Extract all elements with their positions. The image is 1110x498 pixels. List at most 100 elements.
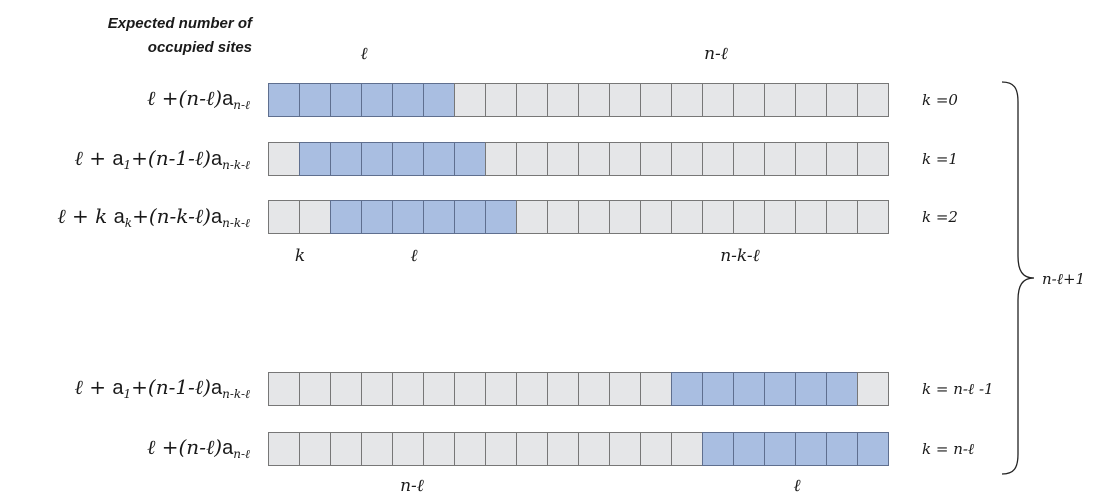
occupied-site xyxy=(299,142,331,176)
occupied-site xyxy=(423,200,455,234)
bottom-l-label: ℓ xyxy=(793,476,801,496)
empty-site xyxy=(733,200,765,234)
empty-site xyxy=(516,432,548,466)
empty-site xyxy=(454,83,486,117)
occupied-site xyxy=(764,432,796,466)
k-label-k0: k =0 xyxy=(922,91,958,109)
site-strip-k2 xyxy=(268,200,908,234)
empty-site xyxy=(330,372,362,406)
empty-site xyxy=(609,372,641,406)
occupied-site xyxy=(330,142,362,176)
empty-site xyxy=(826,142,858,176)
k-label-k2: k =2 xyxy=(922,208,958,226)
empty-site xyxy=(547,83,579,117)
empty-site xyxy=(671,432,703,466)
empty-site xyxy=(578,200,610,234)
empty-site xyxy=(609,200,641,234)
empty-site xyxy=(423,372,455,406)
empty-site xyxy=(857,142,889,176)
empty-site xyxy=(268,372,300,406)
empty-site xyxy=(516,142,548,176)
empty-site xyxy=(454,432,486,466)
empty-site xyxy=(795,200,827,234)
occupied-site xyxy=(299,83,331,117)
empty-site xyxy=(702,200,734,234)
occupied-site xyxy=(423,83,455,117)
occupied-site xyxy=(733,432,765,466)
top-l-label: ℓ xyxy=(360,44,368,64)
occupied-site xyxy=(795,372,827,406)
empty-site xyxy=(733,142,765,176)
occupied-site xyxy=(826,432,858,466)
empty-site xyxy=(547,372,579,406)
occupied-site xyxy=(423,142,455,176)
empty-site xyxy=(609,83,641,117)
empty-site xyxy=(578,83,610,117)
empty-site xyxy=(857,372,889,406)
occupied-site xyxy=(268,83,300,117)
occupied-site xyxy=(485,200,517,234)
empty-site xyxy=(299,200,331,234)
occupied-site xyxy=(330,200,362,234)
empty-site xyxy=(392,432,424,466)
empty-site xyxy=(268,200,300,234)
empty-site xyxy=(702,83,734,117)
occupied-site xyxy=(702,372,734,406)
empty-site xyxy=(671,83,703,117)
occupied-site xyxy=(671,372,703,406)
occupied-site xyxy=(702,432,734,466)
site-strip-k0 xyxy=(268,83,908,117)
empty-site xyxy=(578,432,610,466)
mid-k-label: k xyxy=(294,246,306,266)
brace-label: n-ℓ+1 xyxy=(1042,270,1086,288)
empty-site xyxy=(485,83,517,117)
occupied-site xyxy=(361,200,393,234)
k-label-k1: k =1 xyxy=(922,150,958,168)
site-strip-k1 xyxy=(268,142,908,176)
bottom-n-minus-l-label: n-ℓ xyxy=(400,476,424,496)
empty-site xyxy=(268,142,300,176)
empty-site xyxy=(826,83,858,117)
occupied-site xyxy=(764,372,796,406)
empty-site xyxy=(640,83,672,117)
occupied-site xyxy=(826,372,858,406)
empty-site xyxy=(640,372,672,406)
occupied-site xyxy=(392,200,424,234)
empty-site xyxy=(485,432,517,466)
empty-site xyxy=(547,200,579,234)
mid-l-label: ℓ xyxy=(410,246,418,266)
empty-site xyxy=(516,83,548,117)
formula-row-k-n-minus-l: ℓ +(n-ℓ)an-ℓ xyxy=(147,435,250,462)
empty-site xyxy=(392,372,424,406)
occupied-site xyxy=(857,432,889,466)
empty-site xyxy=(764,83,796,117)
empty-site xyxy=(795,83,827,117)
empty-site xyxy=(640,142,672,176)
empty-site xyxy=(826,200,858,234)
empty-site xyxy=(578,372,610,406)
empty-site xyxy=(299,432,331,466)
site-strip-k-n-minus-l-minus-1 xyxy=(268,372,908,406)
empty-site xyxy=(361,372,393,406)
occupied-site xyxy=(330,83,362,117)
formula-row-k2: ℓ + k ak+(n-k-ℓ)an-k-ℓ xyxy=(57,204,250,231)
site-strip-k-n-minus-l xyxy=(268,432,908,466)
occupied-site xyxy=(361,83,393,117)
empty-site xyxy=(857,83,889,117)
empty-site xyxy=(299,372,331,406)
empty-site xyxy=(516,372,548,406)
empty-site xyxy=(640,432,672,466)
occupied-site xyxy=(454,200,486,234)
empty-site xyxy=(609,142,641,176)
occupied-site xyxy=(795,432,827,466)
empty-site xyxy=(671,200,703,234)
empty-site xyxy=(578,142,610,176)
empty-site xyxy=(547,142,579,176)
occupied-site xyxy=(733,372,765,406)
empty-site xyxy=(361,432,393,466)
empty-site xyxy=(268,432,300,466)
header-line-2: occupied sites xyxy=(147,39,252,56)
k-label-k-n-minus-l-minus-1: k = n-ℓ -1 xyxy=(922,380,994,398)
empty-site xyxy=(485,142,517,176)
empty-site xyxy=(671,142,703,176)
